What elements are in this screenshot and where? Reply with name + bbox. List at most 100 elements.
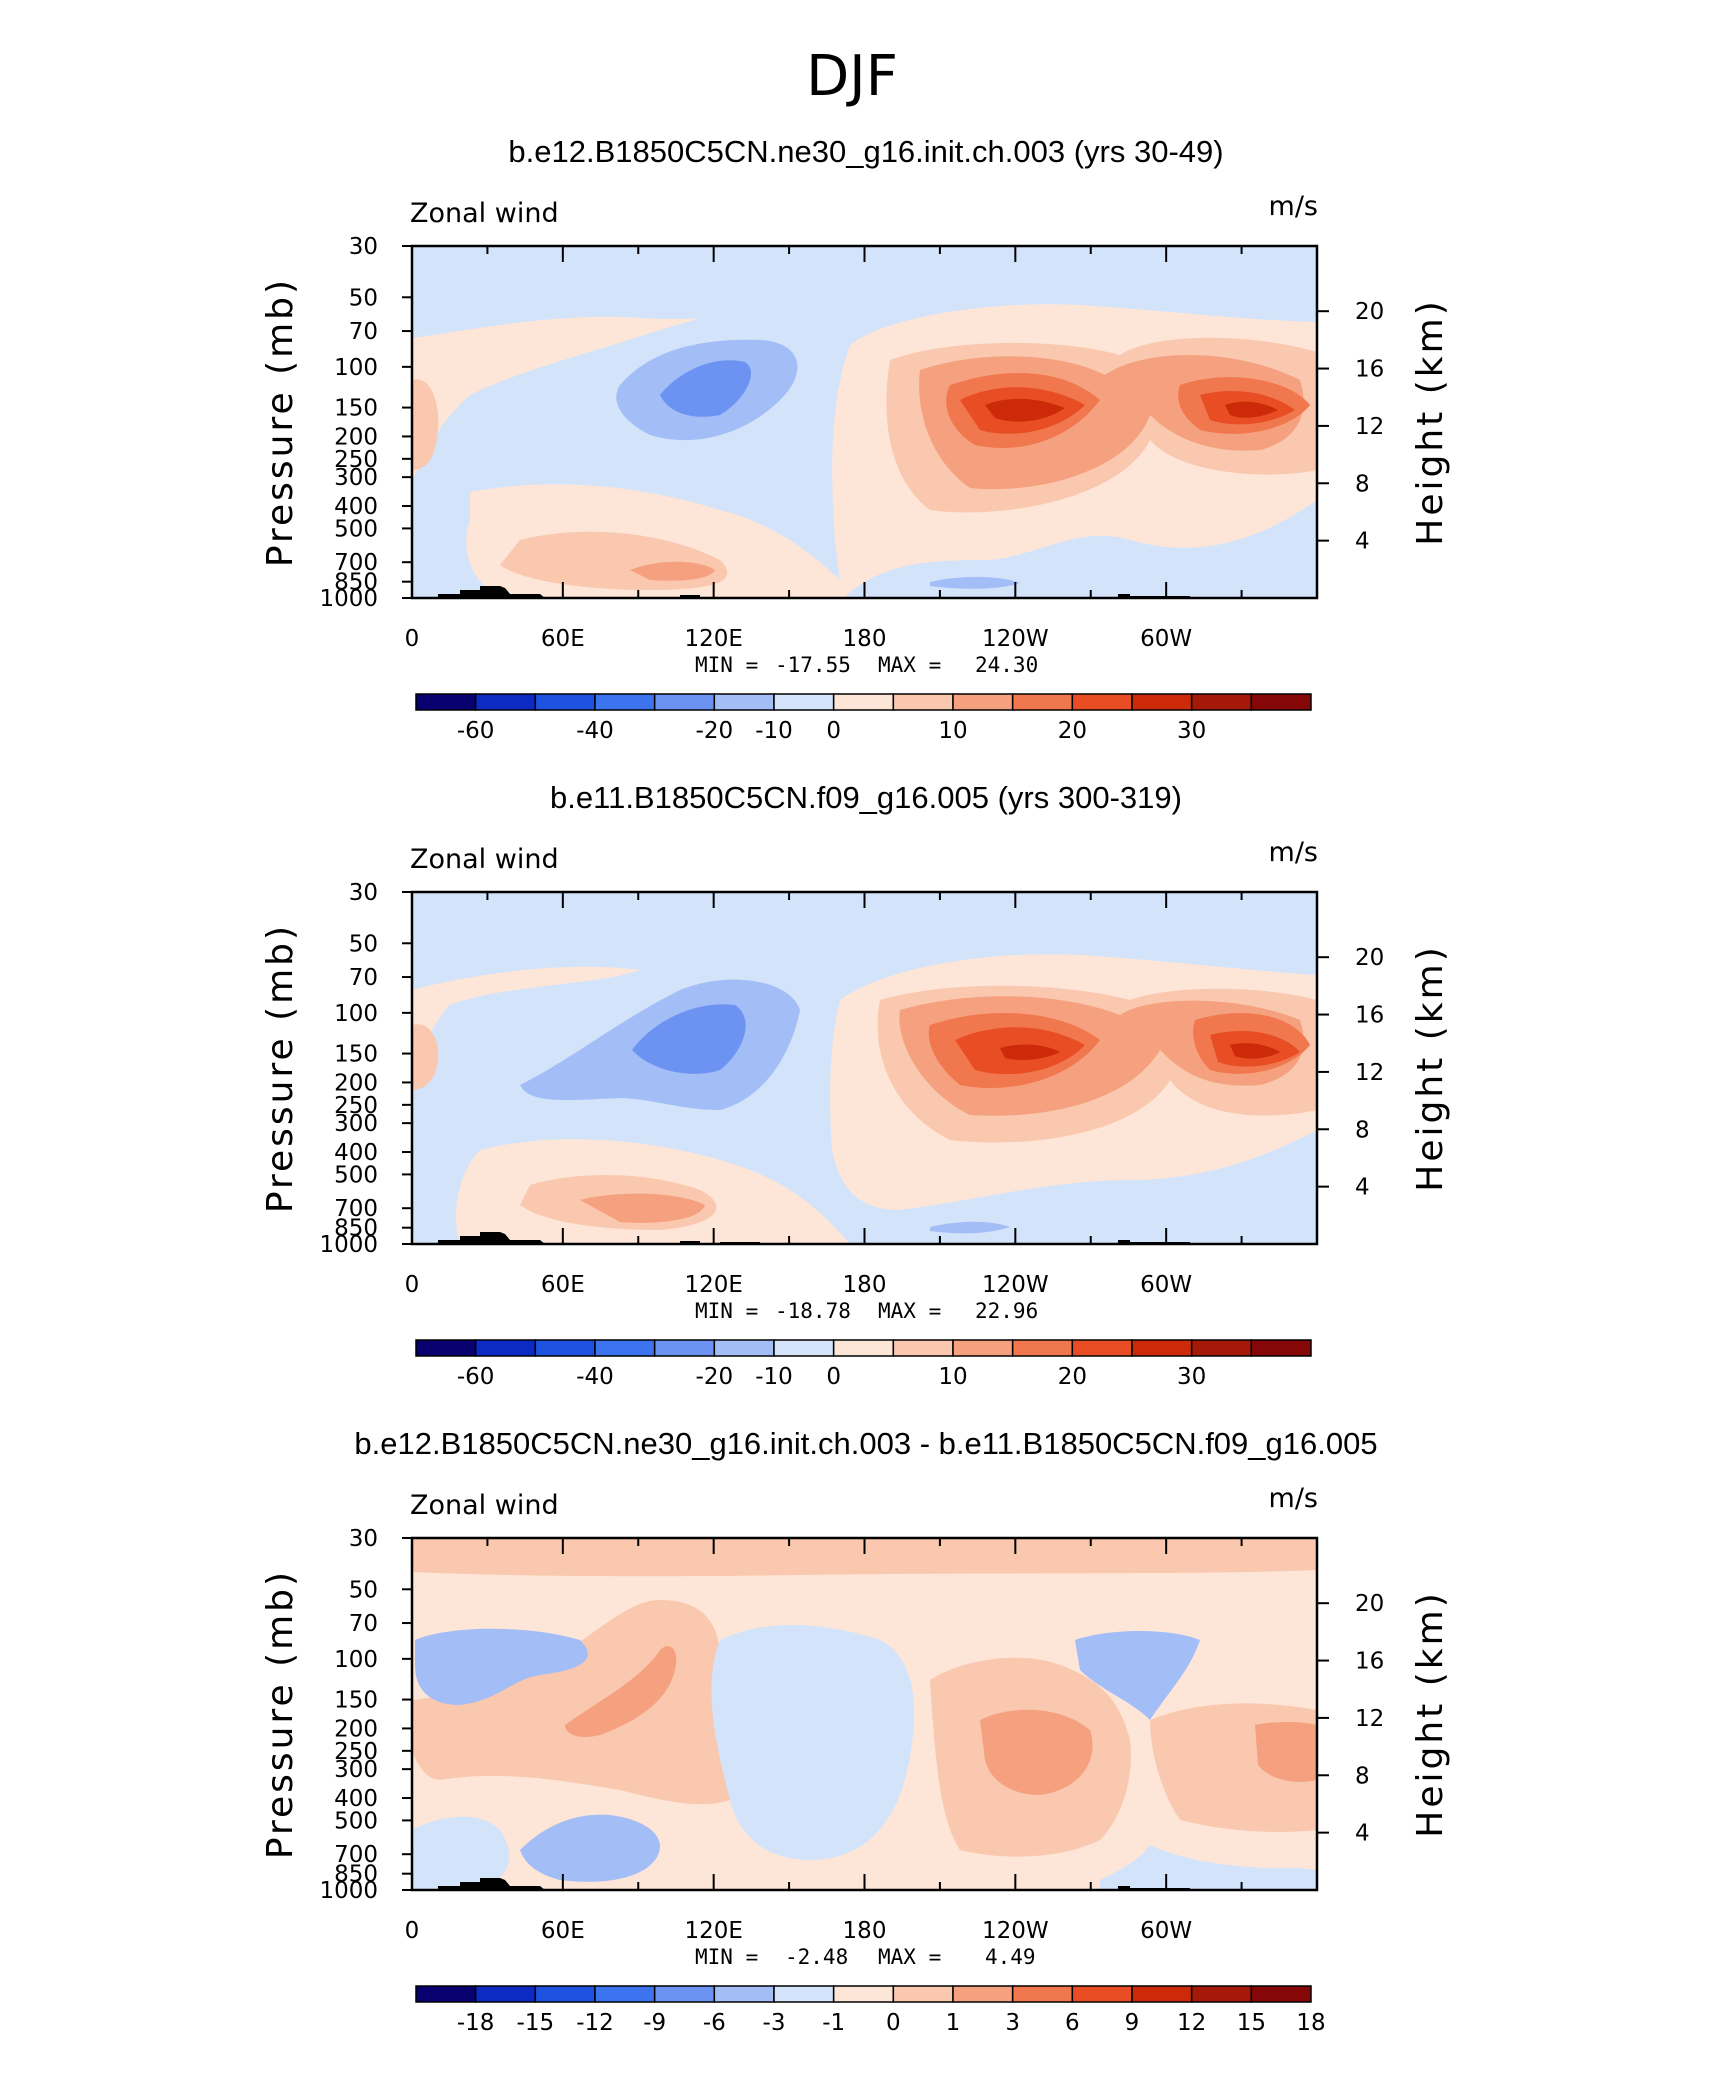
contour-pos-2 [980,1709,1093,1795]
x-tick-label: 120W [982,1272,1049,1298]
colorbar-box [773,1339,835,1357]
y-tick-label: 700 [334,1842,378,1868]
x-tick-label: 60W [1140,1272,1192,1298]
colorbar-label: -40 [576,1364,614,1390]
colorbar-label: -60 [457,718,495,744]
y2-tick-label: 16 [1355,357,1384,383]
contour-pos-5 [985,398,1065,422]
panel-title: b.e12.B1850C5CN.ne30_g16.init.ch.003 (yr… [508,134,1223,169]
colorbar-box [1011,1985,1074,2003]
colorbar-label: -20 [696,718,734,744]
y-tick-label: 50 [349,285,378,311]
contour-pos-1 [412,1600,734,1805]
colorbar-box [1190,1339,1253,1357]
colorbar-box [594,1339,656,1357]
y2-tick-label: 16 [1355,1649,1384,1675]
y2-tick-label: 8 [1355,1117,1370,1143]
units-label: m/s [1269,191,1318,222]
max-value: 22.96 [975,1299,1038,1323]
colorbar-box [952,1985,1014,2003]
y-tick-label: 30 [349,234,378,260]
colorbar-label: -3 [763,2010,786,2036]
colorbar-box [415,693,477,711]
y-tick-label: 70 [349,965,378,991]
y2-axis-title: Height (km) [1410,298,1451,545]
y2-tick-label: 8 [1355,1763,1370,1789]
max-label: MAX = [878,1299,941,1323]
y-tick-label: 850 [334,570,378,596]
contour-neg-0 [412,1816,510,1890]
colorbar-box [1250,1339,1312,1357]
x-tick-label: 60E [541,1918,585,1944]
contour-pos-1 [412,1024,439,1090]
y-tick-label: 70 [349,319,378,345]
x-tick-label: 180 [843,626,887,652]
colorbar-box [474,693,537,711]
colorbar-box [713,1339,775,1357]
colorbar-box [713,1985,775,2003]
x-tick-label: 0 [405,1272,420,1298]
colorbar-box [773,1985,835,2003]
colorbar-box [653,1985,716,2003]
y-tick-label: 300 [334,465,378,491]
contour-pos-2 [1255,1721,1317,1782]
y-axis-title: Pressure (mb) [260,923,301,1213]
y-tick-label: 200 [334,1070,378,1096]
y-tick-label: 1000 [319,586,378,612]
min-label: MIN = [695,653,758,677]
min-value: -2.48 [785,1945,848,1969]
y-tick-label: 400 [334,1140,378,1166]
x-tick-label: 60E [541,1272,585,1298]
colorbar-label: 20 [1058,718,1087,744]
colorbar-label: 30 [1177,718,1206,744]
colorbar-label: -6 [703,2010,726,2036]
x-tick-label: 180 [843,1918,887,1944]
contour-pos-5 [1000,1044,1060,1060]
colorbar-box [832,1985,895,2003]
colorbar-box [892,1985,954,2003]
contour-pos-2 [630,561,715,581]
colorbar-label: -60 [457,1364,495,1390]
colorbar-label: -1 [822,2010,845,2036]
panel-3: b.e12.B1850C5CN.ne30_g16.init.ch.003 - b… [260,1426,1451,2036]
contour-neg-1 [415,1628,588,1705]
y-tick-label: 100 [334,1647,378,1673]
panel-2: b.e11.B1850C5CN.f09_g16.005 (yrs 300-319… [260,780,1451,1390]
colorbar-label: 10 [938,1364,967,1390]
x-tick-label: 120W [982,626,1049,652]
contour-field [412,1538,1317,1890]
y2-tick-label: 4 [1355,1175,1370,1201]
x-tick-label: 60E [541,626,585,652]
colorbar-box [832,1339,895,1357]
panel-title: b.e12.B1850C5CN.ne30_g16.init.ch.003 - b… [354,1426,1377,1461]
contour-neg-0 [930,576,1020,589]
colorbar-box [713,693,775,711]
y-tick-label: 250 [334,447,378,473]
y-axis-title: Pressure (mb) [260,1569,301,1859]
x-tick-label: 0 [405,1918,420,1944]
y-tick-label: 30 [349,1526,378,1552]
x-tick-label: 0 [405,626,420,652]
y2-tick-label: 16 [1355,1003,1384,1029]
y-tick-label: 50 [349,1577,378,1603]
panel-title: b.e11.B1850C5CN.f09_g16.005 (yrs 300-319… [550,780,1182,815]
colorbar-box [952,693,1014,711]
min-value: -18.78 [775,1299,851,1323]
y-tick-label: 700 [334,550,378,576]
y2-tick-label: 4 [1355,1821,1370,1847]
y-tick-label: 300 [334,1111,378,1137]
colorbar-box [1131,1985,1193,2003]
y-tick-label: 300 [334,1757,378,1783]
units-label: m/s [1269,1483,1318,1514]
colorbar-box [1250,1985,1312,2003]
min-label: MIN = [695,1299,758,1323]
colorbar-label: -10 [755,718,793,744]
colorbar-label: 30 [1177,1364,1206,1390]
colorbar-label: 0 [826,718,841,744]
colorbar: -60 -40 -20 -10 0 10 20 30 [415,1339,1312,1390]
y-tick-label: 50 [349,931,378,957]
contour-neg-1 [632,1004,746,1074]
